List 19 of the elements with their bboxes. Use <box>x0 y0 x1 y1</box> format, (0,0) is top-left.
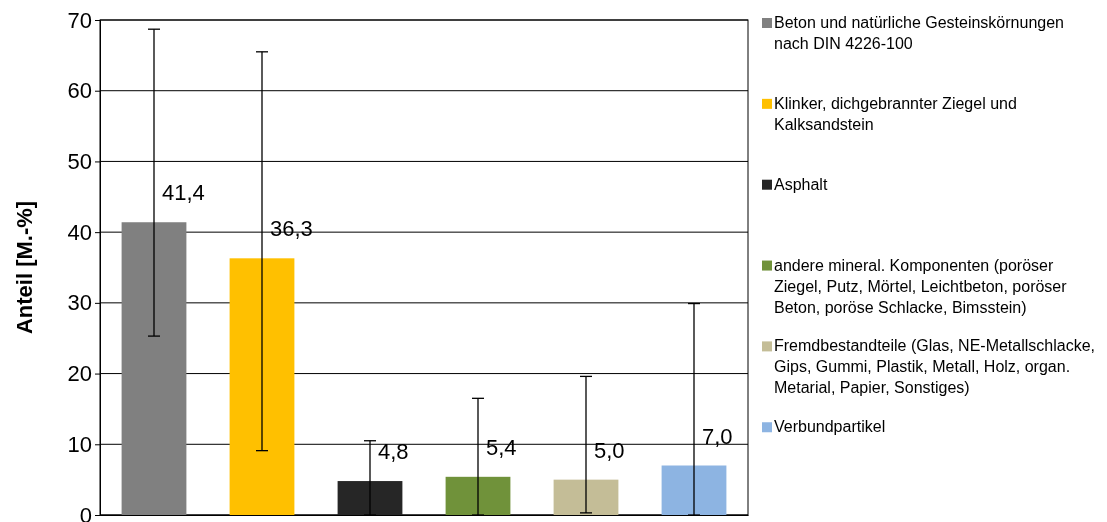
data-label: 5,0 <box>594 437 625 463</box>
data-label: 7,0 <box>702 423 733 449</box>
y-tick-label: 50 <box>67 148 92 174</box>
legend-label: andere mineral. Komponenten (poröser Ziegel, Putz, Mörtel, Leichtbeton, poröser Beton, poröse Schlacke, Bimsstein) <box>774 256 1068 316</box>
data-label: 41,4 <box>162 180 205 206</box>
legend-label: Asphalt <box>774 175 828 193</box>
y-tick-label: 40 <box>67 219 92 245</box>
y-tick-label: 10 <box>67 431 92 457</box>
legend-label: Verbundpartikel <box>774 418 886 436</box>
legend-label: Fremdbestandteile (Glas, NE-Metallschlacke, Gips, Gummi, Plastik, Metall, Holz, organ. Metarial, Papier, Sonstiges) <box>774 337 1096 397</box>
y-tick-label: 70 <box>67 7 92 33</box>
y-axis-title: Anteil [M.-%] <box>12 200 37 335</box>
y-tick-label: 30 <box>67 290 92 316</box>
y-tick-label: 0 <box>79 502 92 522</box>
data-label: 4,8 <box>378 439 409 465</box>
y-tick-label: 20 <box>67 361 92 387</box>
legend-label: Klinker, dichgebrannter Ziegel und Kalksandstein <box>774 94 1017 133</box>
y-tick-label: 60 <box>67 78 92 104</box>
legend-label: Beton und natürliche Gesteinskörnungen nach DIN 4226-100 <box>774 14 1064 52</box>
